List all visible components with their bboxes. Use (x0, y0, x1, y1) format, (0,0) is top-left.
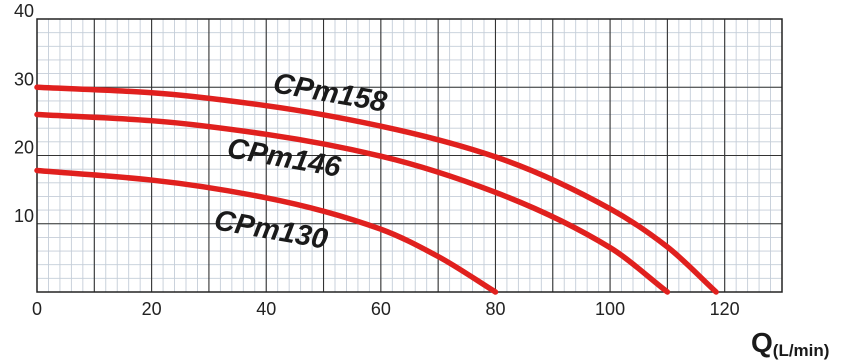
pump-curves (34, 84, 719, 295)
x-tick-label: 0 (32, 299, 42, 319)
curve-cpm130 (34, 167, 499, 295)
x-tick-label: 80 (485, 299, 505, 319)
plot-frame (36, 18, 783, 293)
x-axis-title: Q(L/min) (751, 327, 829, 360)
x-axis-title-main: Q (751, 327, 773, 358)
x-tick-label: 20 (142, 299, 162, 319)
curve-cpm146 (34, 111, 671, 295)
curve-cpm158 (34, 84, 719, 295)
x-tick-label: 120 (710, 299, 740, 319)
y-tick-label: 20 (14, 138, 34, 158)
x-tick-labels: 0 20 40 60 80 100 120 (32, 299, 740, 319)
y-tick-labels: 10 20 30 40 (14, 1, 34, 226)
x-tick-label: 40 (256, 299, 276, 319)
curve-label-cpm146: CPm146 (225, 132, 344, 184)
x-axis-title-unit: (L/min) (773, 341, 830, 360)
x-tick-label: 60 (371, 299, 391, 319)
y-tick-label: 30 (14, 69, 34, 89)
major-grid (37, 19, 782, 292)
y-tick-label: 40 (14, 1, 34, 21)
x-tick-label: 100 (595, 299, 625, 319)
y-tick-label: 10 (14, 206, 34, 226)
